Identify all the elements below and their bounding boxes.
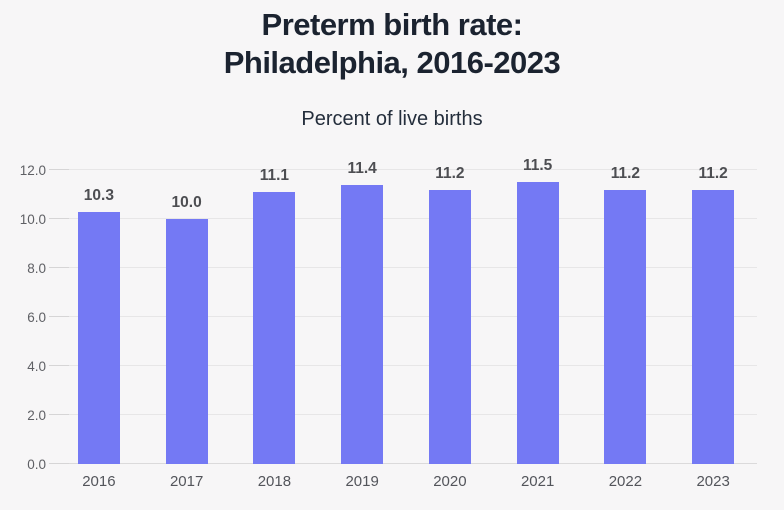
y-tick-label: 10.0	[19, 212, 46, 227]
bar-column: 11.5	[494, 157, 582, 464]
bar-value-label: 11.1	[259, 167, 290, 185]
bar-value-label: 11.4	[347, 159, 377, 177]
x-tick-label: 2016	[82, 473, 116, 490]
x-tick-label: 2021	[520, 473, 555, 490]
chart-subtitle: Percent of live births	[301, 107, 483, 130]
y-tick-label: 12.0	[19, 163, 46, 178]
gridline	[49, 169, 757, 170]
bar-value-label: 11.2	[610, 164, 641, 182]
bar-value-label: 10.0	[171, 194, 202, 211]
bar	[692, 189, 735, 464]
chart-header: Preterm birth rate: Philadelphia, 2016-2…	[0, 0, 784, 131]
bar-columns: 10.3 10.0 11.1 11.4 11.2 11.5 11.2 11.2	[55, 157, 757, 464]
bar-column: 11.2	[406, 165, 494, 464]
y-axis: 0.0 2.0 4.0 6.0 8.0 10.0 12.0	[0, 163, 46, 472]
gridline	[49, 316, 757, 317]
bar-value-label: 11.5	[522, 157, 553, 175]
bar	[165, 219, 208, 464]
x-tick-label: 2019	[345, 473, 379, 490]
bar	[341, 184, 384, 464]
gridline	[49, 267, 757, 268]
chart-title-line-1: Preterm birth rate:	[261, 7, 523, 42]
y-tick-label: 4.0	[27, 359, 46, 375]
y-tick-label: 8.0	[27, 261, 46, 277]
bar-column: 10.3	[55, 170, 143, 464]
bar	[253, 192, 296, 464]
bar-value-label: 11.2	[435, 164, 465, 182]
bar	[604, 189, 647, 464]
gridline	[49, 365, 757, 366]
bar-value-label: 11.2	[698, 164, 728, 182]
bar-column: 11.1	[231, 167, 319, 464]
bar-column: 11.4	[318, 160, 406, 464]
chart-title: Preterm birth rate: Philadelphia, 2016-2…	[0, 0, 784, 82]
chart-title-line-2: Philadelphia, 2016-2023	[223, 44, 561, 80]
gridline	[49, 463, 757, 464]
y-tick-label: 2.0	[27, 408, 46, 424]
bar-column: 11.2	[669, 165, 757, 464]
gridline	[49, 414, 757, 415]
bar-column: 11.2	[582, 165, 670, 464]
x-axis: 2016 2017 2018 2019 2020 2021 2022 2023	[55, 464, 757, 490]
y-tick-label: 6.0	[27, 310, 46, 325]
bar	[428, 189, 471, 464]
bar-value-label: 10.3	[83, 186, 114, 204]
gridline	[49, 218, 757, 219]
bar	[516, 182, 559, 464]
x-tick-label: 2023	[696, 473, 730, 490]
bar	[77, 211, 120, 464]
x-tick-label: 2017	[169, 473, 204, 490]
x-tick-label: 2022	[608, 473, 643, 490]
plot-area: 10.3 10.0 11.1 11.4 11.2 11.5 11.2 11.2	[49, 157, 757, 464]
x-tick-label: 2020	[433, 473, 467, 490]
bar-column: 10.0	[143, 170, 231, 464]
y-tick-label: 0.0	[27, 457, 46, 472]
x-tick-label: 2018	[257, 473, 292, 490]
